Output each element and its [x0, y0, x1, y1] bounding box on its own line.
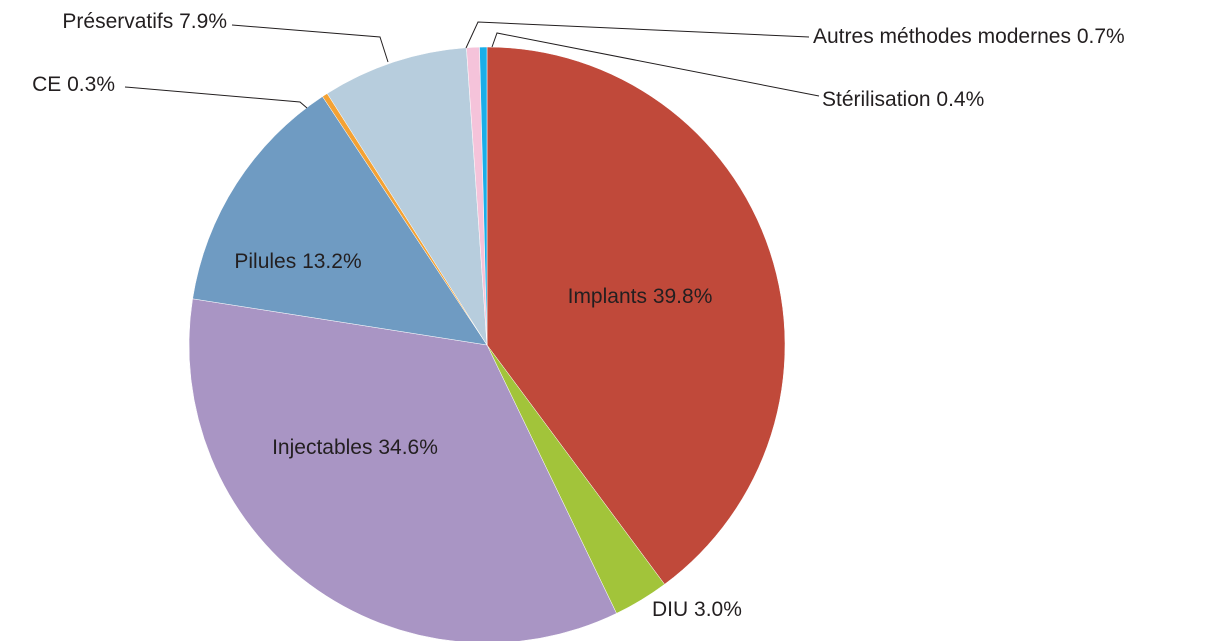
slice-value: 7.9% [179, 10, 227, 33]
slice-category: Autres méthodes modernes [813, 25, 1071, 48]
leader-line [465, 21, 810, 49]
slice-category: DIU [652, 598, 688, 621]
slice-label: Préservatifs 7.9% [62, 10, 227, 33]
slice-category: Pilules [234, 250, 296, 273]
slice-value: 3.0% [694, 598, 742, 621]
pie-slice [188, 298, 617, 641]
slice-category: Préservatifs [62, 10, 173, 33]
slice-label: DIU 3.0% [652, 598, 742, 621]
slice-label: Pilules 13.2% [234, 250, 361, 273]
slice-value: 34.6% [378, 436, 438, 459]
slice-label: Implants 39.8% [568, 285, 713, 308]
slice-value: 0.4% [936, 88, 984, 111]
slice-value: 39.8% [653, 285, 713, 308]
slice-label: Injectables 34.6% [272, 436, 438, 459]
slice-value: 13.2% [302, 250, 362, 273]
slice-label: Autres méthodes modernes 0.7% [813, 25, 1125, 48]
leader-line [491, 32, 820, 97]
leader-line [124, 86, 308, 109]
slice-label: Stérilisation 0.4% [822, 88, 984, 111]
pie-slice [326, 47, 488, 346]
slice-category: Stérilisation [822, 88, 931, 111]
leader-line [231, 24, 389, 63]
slice-category: Implants [568, 285, 647, 308]
slice-value: 0.7% [1077, 25, 1125, 48]
slice-category: Injectables [272, 436, 372, 459]
slice-category: CE [32, 73, 61, 96]
slice-label: CE 0.3% [32, 73, 115, 96]
pie-slice [192, 96, 488, 346]
pie-slice [486, 46, 786, 585]
slice-value: 0.3% [67, 73, 115, 96]
pie-slice [479, 46, 488, 346]
